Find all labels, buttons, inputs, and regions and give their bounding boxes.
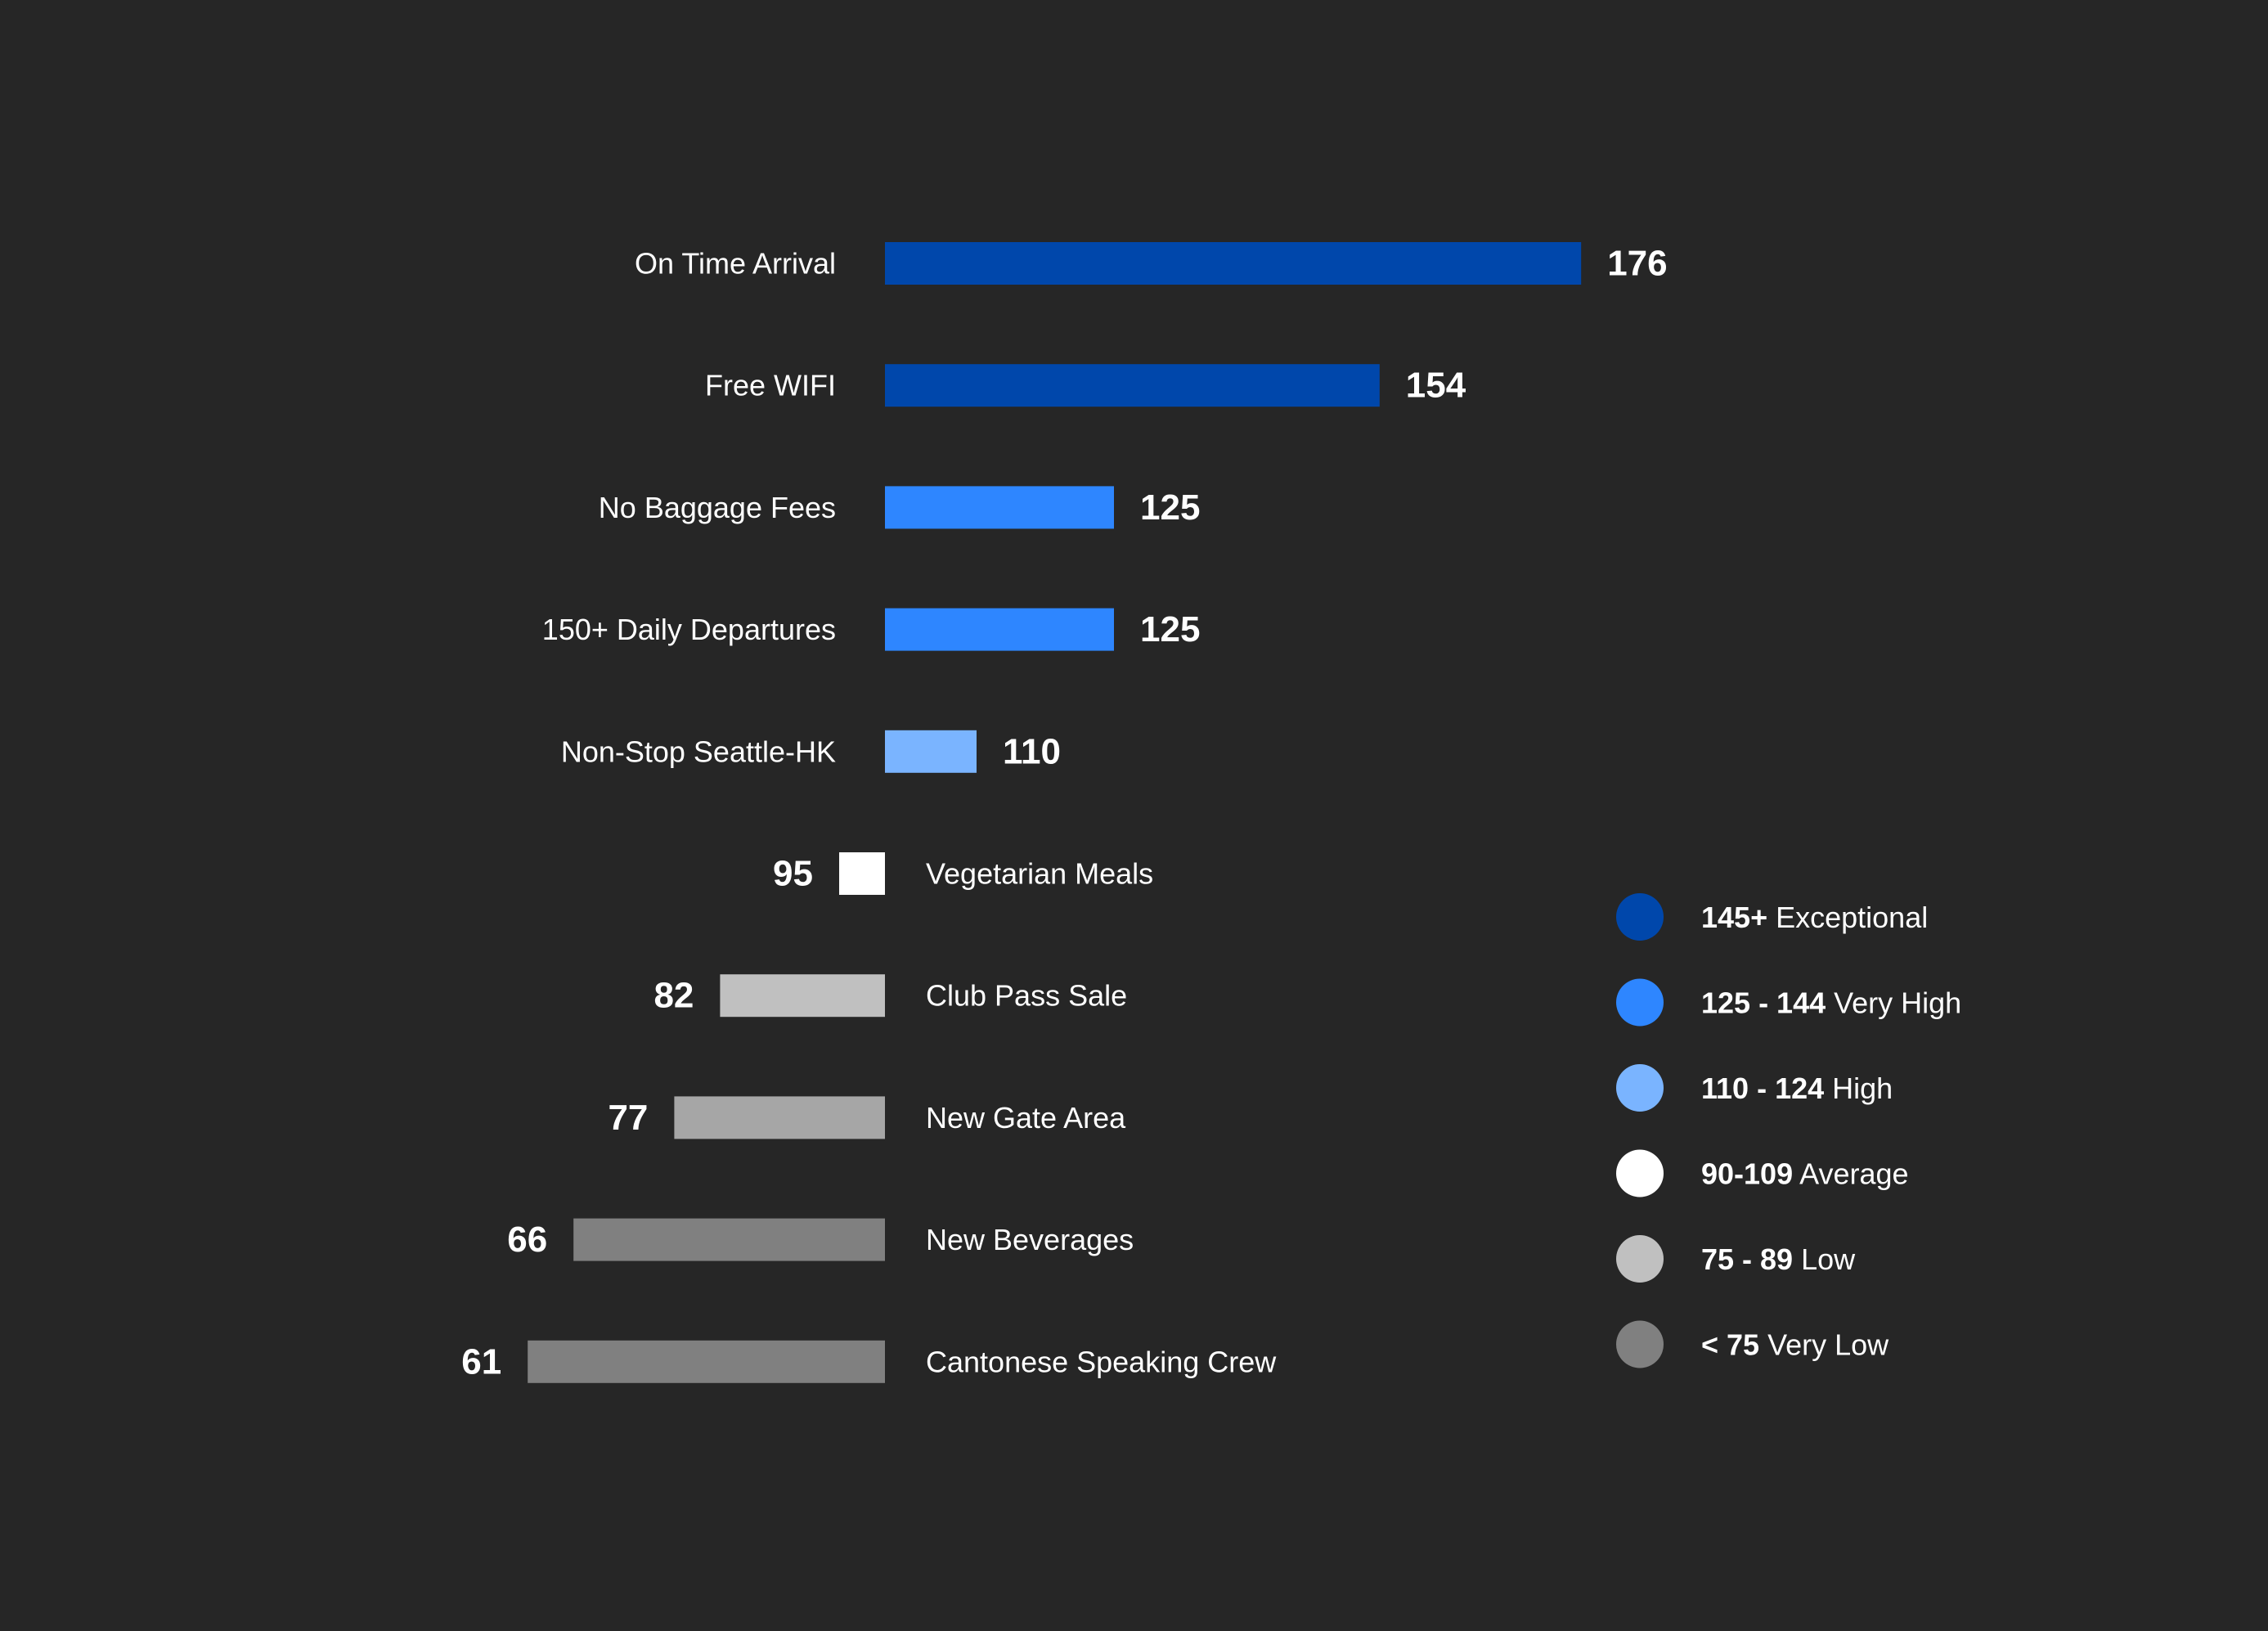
category-label: 150+ Daily Departures	[542, 613, 836, 646]
legend-label: 90-109 Average	[1701, 1157, 1909, 1190]
legend-label: 145+ Exceptional	[1701, 901, 1928, 934]
value-label: 82	[653, 976, 694, 1016]
value-label: 154	[1406, 366, 1466, 406]
category-label: Non-Stop Seattle-HK	[561, 735, 836, 768]
legend-label: 110 - 124 High	[1701, 1072, 1893, 1105]
legend-level: Average	[1793, 1157, 1908, 1190]
category-label: New Gate Area	[926, 1101, 1126, 1135]
legend-swatch	[1616, 1320, 1664, 1368]
legend-label: < 75 Very Low	[1701, 1328, 1889, 1361]
category-label: Club Pass Sale	[926, 979, 1127, 1013]
legend-range: 90-109	[1701, 1157, 1793, 1190]
bar	[885, 242, 1582, 285]
value-label: 110	[1003, 731, 1061, 771]
bar	[573, 1218, 885, 1261]
legend-range: 75 - 89	[1701, 1242, 1793, 1276]
bar	[885, 486, 1114, 529]
value-label: 125	[1140, 488, 1200, 528]
category-label: No Baggage Fees	[599, 491, 836, 524]
category-label: New Beverages	[926, 1223, 1134, 1256]
bars-group	[528, 242, 1582, 1383]
legend-range: 125 - 144	[1701, 986, 1826, 1019]
legend-level: Very Low	[1759, 1328, 1889, 1361]
category-label: On Time Arrival	[635, 247, 836, 281]
legend-swatch	[1616, 1235, 1664, 1283]
legend-level: Low	[1793, 1242, 1856, 1276]
legend-swatch	[1616, 1149, 1664, 1197]
value-label: 61	[461, 1341, 501, 1382]
value-label: 176	[1607, 244, 1667, 284]
value-label: 125	[1140, 609, 1200, 649]
legend: 145+ Exceptional 125 - 144 Very High 110 -…	[1616, 893, 1961, 1368]
bar	[885, 730, 977, 773]
category-label: Vegetarian Meals	[926, 857, 1153, 891]
value-label: 66	[507, 1220, 547, 1260]
legend-label: 75 - 89 Low	[1701, 1242, 1856, 1276]
legend-range: < 75	[1701, 1328, 1759, 1361]
bar	[885, 364, 1380, 407]
legend-range: 110 - 124	[1701, 1072, 1824, 1105]
bar	[528, 1340, 885, 1383]
value-label: 77	[608, 1098, 648, 1138]
value-label: 95	[773, 854, 813, 894]
category-label: Cantonese Speaking Crew	[926, 1345, 1277, 1378]
labels-group: 176 On Time Arrival 154 Free WIFI 125 No Bagg…	[461, 244, 1667, 1382]
legend-range: 145+	[1701, 901, 1767, 934]
legend-level: Exceptional	[1767, 901, 1928, 934]
legend-swatch	[1616, 978, 1664, 1027]
legend-swatch	[1616, 893, 1664, 941]
bar	[674, 1096, 885, 1139]
bar	[720, 974, 885, 1018]
legend-level: High	[1824, 1072, 1893, 1105]
category-label: Free WIFI	[705, 369, 836, 402]
legend-label: 125 - 144 Very High	[1701, 986, 1961, 1019]
legend-level: Very High	[1826, 986, 1961, 1019]
legend-swatch	[1616, 1064, 1664, 1112]
bar	[885, 608, 1114, 651]
bar	[839, 852, 885, 895]
